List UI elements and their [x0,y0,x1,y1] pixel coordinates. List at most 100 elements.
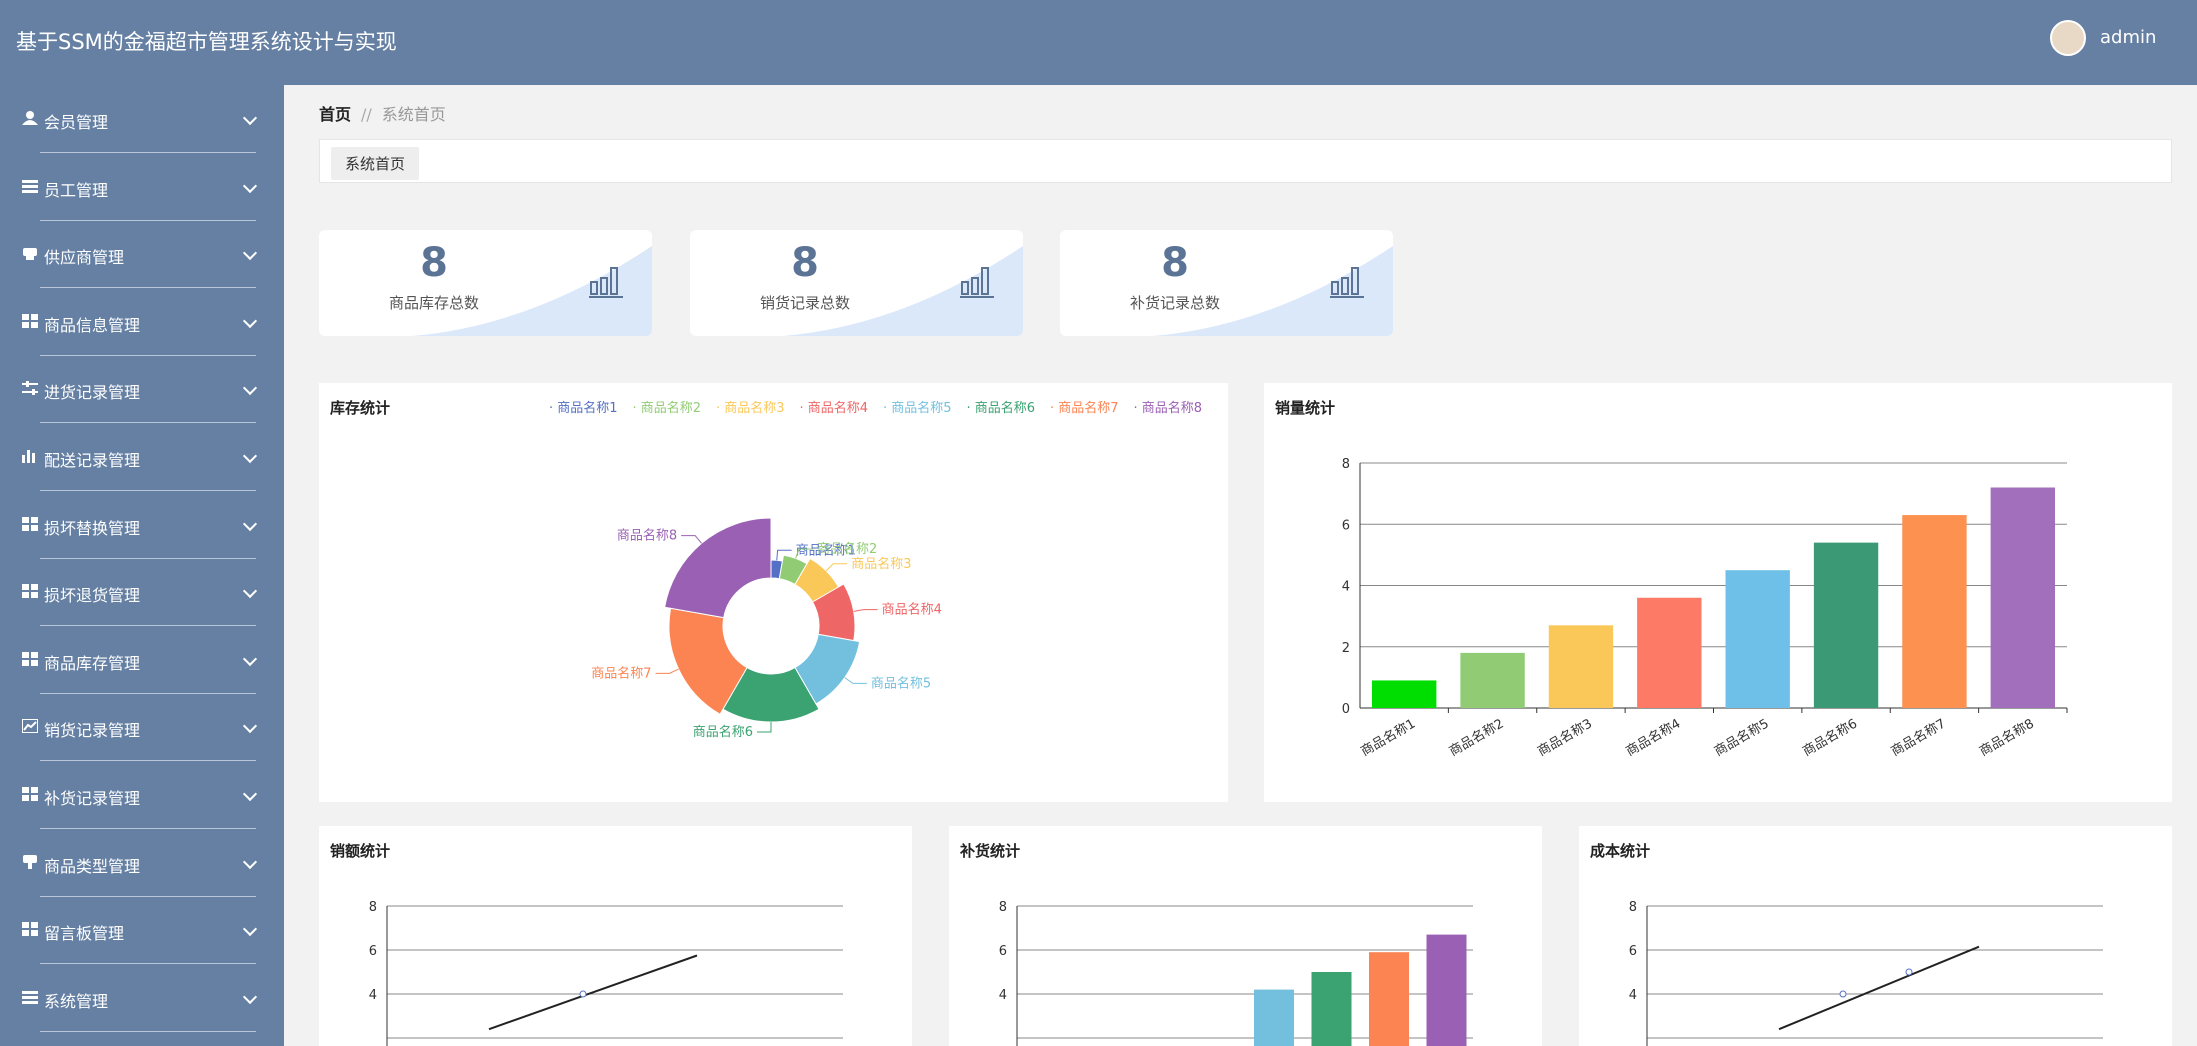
sidebar-item[interactable]: 损坏替换管理 [0,492,284,559]
y-tick-label: 4 [369,988,377,1003]
line-chart: 4 6 8 [369,900,843,1046]
chevron-down-icon[interactable] [242,922,258,937]
legend-item[interactable]: · 商品名称2 [632,401,702,416]
sidebar: 会员管理员工管理供应商管理 商品信息管理进货记录管理配送记录管理损坏替换管理 损坏退… [0,85,284,1046]
bar [1902,515,1967,708]
divider [40,152,256,153]
divider [40,422,256,424]
sidebar-item[interactable]: 进货记录管理 [0,356,284,424]
sidebar-item[interactable]: 员工管理 [0,154,284,221]
sidebar-item[interactable]: 商品库存管理 [0,627,284,694]
print-icon [23,248,37,261]
sidebar-item-label: 损坏退货管理 [44,586,141,606]
user-icon [22,111,38,125]
legend-item[interactable]: · 商品名称3 [716,401,785,416]
line-chart: 4 6 8 [1629,900,2103,1046]
series-line [488,954,698,1031]
x-tick-label: 商品名称8 [1977,716,2037,760]
divider [40,1030,256,1032]
bar [1460,652,1525,708]
legend-item[interactable]: · 商品名称7 [1050,401,1119,416]
bar [1637,597,1702,708]
bar-chart-icon [1330,267,1364,298]
y-tick-label: 8 [369,900,377,915]
panel-title: 补货统计 [960,842,1021,860]
panel-stock: 库存统计 · 商品名称1 · 商品名称2 · 商品名称3 · 商品名称4 · 商品名称5… [319,383,1228,802]
chevron-down-icon[interactable] [242,854,258,869]
chevron-down-icon[interactable] [242,178,258,193]
slice-label: 商品名称2 [817,541,877,557]
bar [1254,989,1294,1046]
divider [40,490,256,491]
grid-icon [22,787,38,801]
sidebar-item[interactable]: 损坏退货管理 [0,559,284,627]
app-title: 基于SSM的金福超市管理系统设计与实现 [16,30,397,54]
bar-chart-icon [589,267,623,298]
bar-chart: 0 2 4 6 8 商品名称1 商品名称2 商品名称3 商品名称4 商品名称5 商品名称6 商品名称7… [1342,457,2068,760]
sidebar-item[interactable]: 会员管理 [0,86,284,153]
tab-home[interactable]: 系统首页 [331,147,420,180]
chevron-down-icon[interactable] [242,516,258,531]
breadcrumb-current: 系统首页 [381,105,446,124]
divider [40,625,256,627]
sidebar-item[interactable]: 配送记录管理 [0,424,284,491]
chevron-down-icon[interactable] [242,651,258,666]
bar [1311,972,1352,1046]
panel-title: 销量统计 [1275,399,1336,417]
sidebar-item-label: 进货记录管理 [44,383,141,403]
sidebar-item[interactable]: 商品信息管理 [0,289,284,356]
bar-chart-icon [960,267,994,298]
stat-card-stock: 8 商品库存总数 [319,230,652,336]
divider [40,692,256,694]
sidebar-item[interactable]: 销货记录管理 [0,694,284,762]
legend-item[interactable]: · 商品名称5 [883,401,952,416]
breadcrumb-home[interactable]: 首页 [319,105,352,124]
y-tick-label: 4 [999,988,1007,1003]
divider [40,828,256,829]
slice-label: 商品名称4 [882,602,942,618]
sidebar-item[interactable]: 供应商管理 [0,221,284,289]
sidebar-item[interactable]: 补货记录管理 [0,762,284,829]
slice-label: 商品名称5 [871,675,931,691]
chevron-down-icon[interactable] [242,313,258,328]
user-name[interactable]: admin [2100,27,2157,48]
slice-label: 商品名称3 [851,556,911,572]
legend-item[interactable]: · 商品名称6 [966,401,1036,416]
sidebar-item[interactable]: 商品类型管理 [0,830,284,897]
chevron-down-icon[interactable] [242,584,258,599]
divider [40,760,256,762]
sidebar-item-label: 员工管理 [44,180,109,200]
stat-label: 补货记录总数 [1129,294,1220,312]
panel-title: 库存统计 [330,399,391,417]
chevron-down-icon[interactable] [242,989,258,1004]
bar [1548,625,1614,708]
label-line [681,535,702,544]
sidebar-item[interactable]: 留言板管理 [0,897,284,965]
sidebar-item-label: 损坏替换管理 [44,518,141,538]
chevron-down-icon[interactable] [242,448,258,464]
legend-item[interactable]: · 商品名称1 [549,401,618,416]
bar [1813,542,1879,708]
chevron-down-icon[interactable] [242,381,258,396]
grid-icon [22,651,38,666]
sidebar-item-label: 系统管理 [44,991,109,1011]
chevron-down-icon[interactable] [242,110,258,126]
y-tick-label: 8 [1629,900,1637,915]
avatar[interactable] [2050,20,2086,56]
card-wave-decoration [1153,246,1393,336]
breadcrumb-separator: // [361,105,372,124]
chevron-down-icon[interactable] [242,786,258,802]
chevron-down-icon[interactable] [242,719,258,734]
bar-chart: 4 6 8 [999,900,1473,1046]
legend-item[interactable]: · 商品名称8 [1133,401,1203,416]
stat-label: 商品库存总数 [388,294,479,312]
sidebar-item[interactable]: 系统管理 [0,965,284,1032]
panel-amount: 销额统计 4 6 8 [319,826,912,1046]
stat-value: 8 [791,240,819,286]
divider [40,354,256,356]
y-tick-label: 6 [369,944,377,959]
chevron-down-icon[interactable] [242,246,258,261]
y-tick-label: 6 [999,944,1007,959]
x-tick-label: 商品名称2 [1446,716,1506,760]
legend-item[interactable]: · 商品名称4 [799,401,869,416]
